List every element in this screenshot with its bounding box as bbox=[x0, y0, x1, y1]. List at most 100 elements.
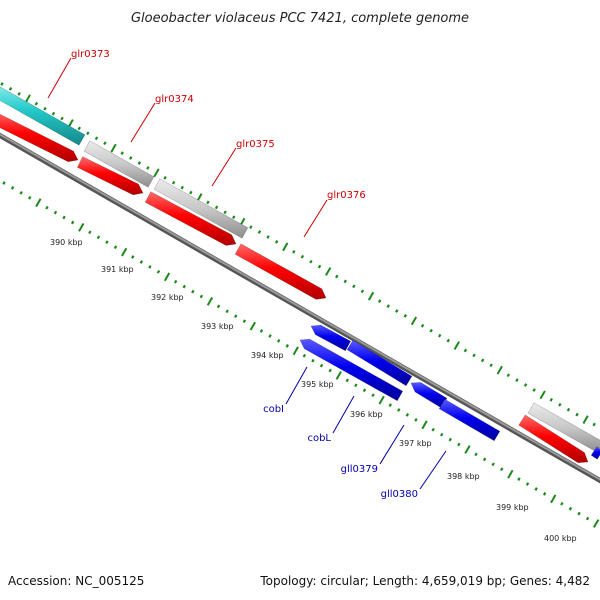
minor-tick bbox=[388, 403, 392, 407]
minor-tick bbox=[182, 284, 186, 289]
minor-tick bbox=[500, 467, 504, 472]
major-tick bbox=[453, 341, 460, 350]
minor-tick bbox=[214, 205, 219, 210]
minor-tick bbox=[446, 338, 450, 343]
minor-tick bbox=[352, 284, 356, 289]
major-tick bbox=[35, 198, 42, 208]
minor-tick bbox=[62, 215, 66, 220]
minor-tick bbox=[43, 106, 47, 111]
reverse-gene-feature[interactable] bbox=[590, 446, 600, 460]
gene-label-glr0375[interactable]: glr0375 bbox=[236, 139, 275, 150]
forward-gene-feature[interactable] bbox=[144, 191, 237, 246]
minor-tick bbox=[234, 314, 238, 319]
ruler-label: 399 kbp bbox=[496, 503, 529, 512]
minor-tick bbox=[70, 220, 75, 225]
forward-gene-feature[interactable] bbox=[77, 156, 144, 196]
ruler-label: 391 kbp bbox=[101, 265, 134, 274]
gene-label-cobI[interactable]: cobI bbox=[263, 404, 284, 415]
gray-gene-feature[interactable] bbox=[527, 402, 600, 453]
minor-tick bbox=[438, 333, 442, 338]
minor-tick bbox=[480, 358, 485, 363]
minor-tick bbox=[0, 82, 4, 86]
minor-tick bbox=[311, 358, 315, 363]
minor-tick bbox=[558, 402, 562, 407]
major-tick bbox=[550, 494, 557, 504]
minor-tick bbox=[131, 255, 135, 259]
minor-tick bbox=[148, 265, 152, 269]
major-tick bbox=[582, 415, 589, 424]
reverse-gene-feature[interactable] bbox=[438, 398, 501, 442]
ruler-label: 394 kbp bbox=[251, 351, 284, 360]
reverse-gene-feature[interactable] bbox=[299, 338, 404, 402]
minor-tick bbox=[129, 156, 133, 160]
gene-label-glr0373[interactable]: glr0373 bbox=[71, 49, 110, 60]
minor-tick bbox=[86, 131, 90, 136]
ruler-labels: 390 kbp 391 kbp 392 kbp 393 kbp 394 kbp … bbox=[50, 238, 577, 543]
ruler-label: 398 kbp bbox=[447, 472, 480, 481]
minor-tick bbox=[405, 413, 410, 417]
minor-tick bbox=[515, 378, 519, 382]
major-tick bbox=[206, 297, 214, 306]
major-tick bbox=[292, 346, 299, 356]
minor-tick bbox=[53, 210, 58, 215]
minor-tick bbox=[440, 432, 444, 437]
minor-tick bbox=[377, 299, 382, 303]
major-tick bbox=[249, 321, 256, 331]
gene-labels: glr0373 glr0374 glr0375 glr0376 cobI cob… bbox=[47, 49, 447, 500]
gene-label-glr0374[interactable]: glr0374 bbox=[155, 94, 194, 105]
minor-tick bbox=[249, 225, 253, 229]
gene-label-gll0379[interactable]: gll0379 bbox=[341, 464, 378, 475]
minor-tick bbox=[491, 462, 495, 467]
minor-tick bbox=[457, 442, 461, 447]
major-tick bbox=[410, 316, 418, 326]
forward-gene-feature[interactable] bbox=[0, 111, 79, 163]
minor-tick bbox=[489, 363, 493, 368]
ruler-label: 393 kbp bbox=[201, 322, 234, 331]
rna-gene-feature[interactable] bbox=[0, 83, 86, 146]
minor-tick bbox=[395, 309, 399, 313]
gene-label-gll0380[interactable]: gll0380 bbox=[381, 489, 418, 500]
gene-label-glr0376[interactable]: glr0376 bbox=[327, 190, 366, 201]
minor-tick bbox=[17, 92, 21, 96]
reverse-gene-feature[interactable] bbox=[346, 339, 413, 387]
minor-tick bbox=[105, 240, 109, 245]
minor-tick bbox=[506, 373, 511, 378]
minor-tick bbox=[2, 181, 6, 185]
minor-tick bbox=[319, 363, 324, 368]
major-tick bbox=[110, 143, 117, 153]
major-tick bbox=[464, 445, 471, 454]
major-tick bbox=[24, 94, 31, 104]
minor-tick bbox=[474, 452, 478, 457]
minor-tick bbox=[542, 492, 547, 496]
ruler-label: 396 kbp bbox=[350, 410, 383, 419]
gene-label-cobL[interactable]: cobL bbox=[307, 433, 331, 444]
gray-gene-feature[interactable] bbox=[153, 178, 249, 239]
minor-tick bbox=[274, 240, 279, 244]
minor-tick bbox=[523, 383, 528, 387]
ruler-label: 390 kbp bbox=[50, 238, 83, 247]
ruler-label: 400 kbp bbox=[544, 534, 577, 543]
reverse-gene-feature[interactable] bbox=[310, 324, 352, 352]
gray-gene-feature[interactable] bbox=[83, 140, 155, 188]
minor-tick bbox=[51, 111, 56, 116]
minor-tick bbox=[431, 427, 435, 432]
major-tick bbox=[378, 395, 385, 405]
major-tick bbox=[539, 390, 546, 400]
minor-tick bbox=[180, 185, 184, 190]
minor-tick bbox=[354, 383, 358, 388]
minor-tick bbox=[216, 304, 221, 309]
minor-tick bbox=[525, 482, 530, 486]
minor-tick bbox=[585, 516, 590, 521]
reverse-gene-feature[interactable] bbox=[410, 382, 448, 409]
major-tick bbox=[325, 267, 332, 276]
minor-tick bbox=[335, 274, 339, 279]
minor-tick bbox=[137, 161, 142, 165]
minor-tick bbox=[328, 368, 332, 373]
minor-tick bbox=[8, 87, 13, 91]
minor-tick bbox=[163, 175, 167, 180]
major-tick bbox=[421, 420, 428, 430]
forward-gene-feature[interactable] bbox=[518, 414, 589, 464]
minor-tick bbox=[343, 279, 347, 284]
forward-gene-feature[interactable] bbox=[234, 243, 327, 300]
minor-tick bbox=[223, 210, 227, 215]
